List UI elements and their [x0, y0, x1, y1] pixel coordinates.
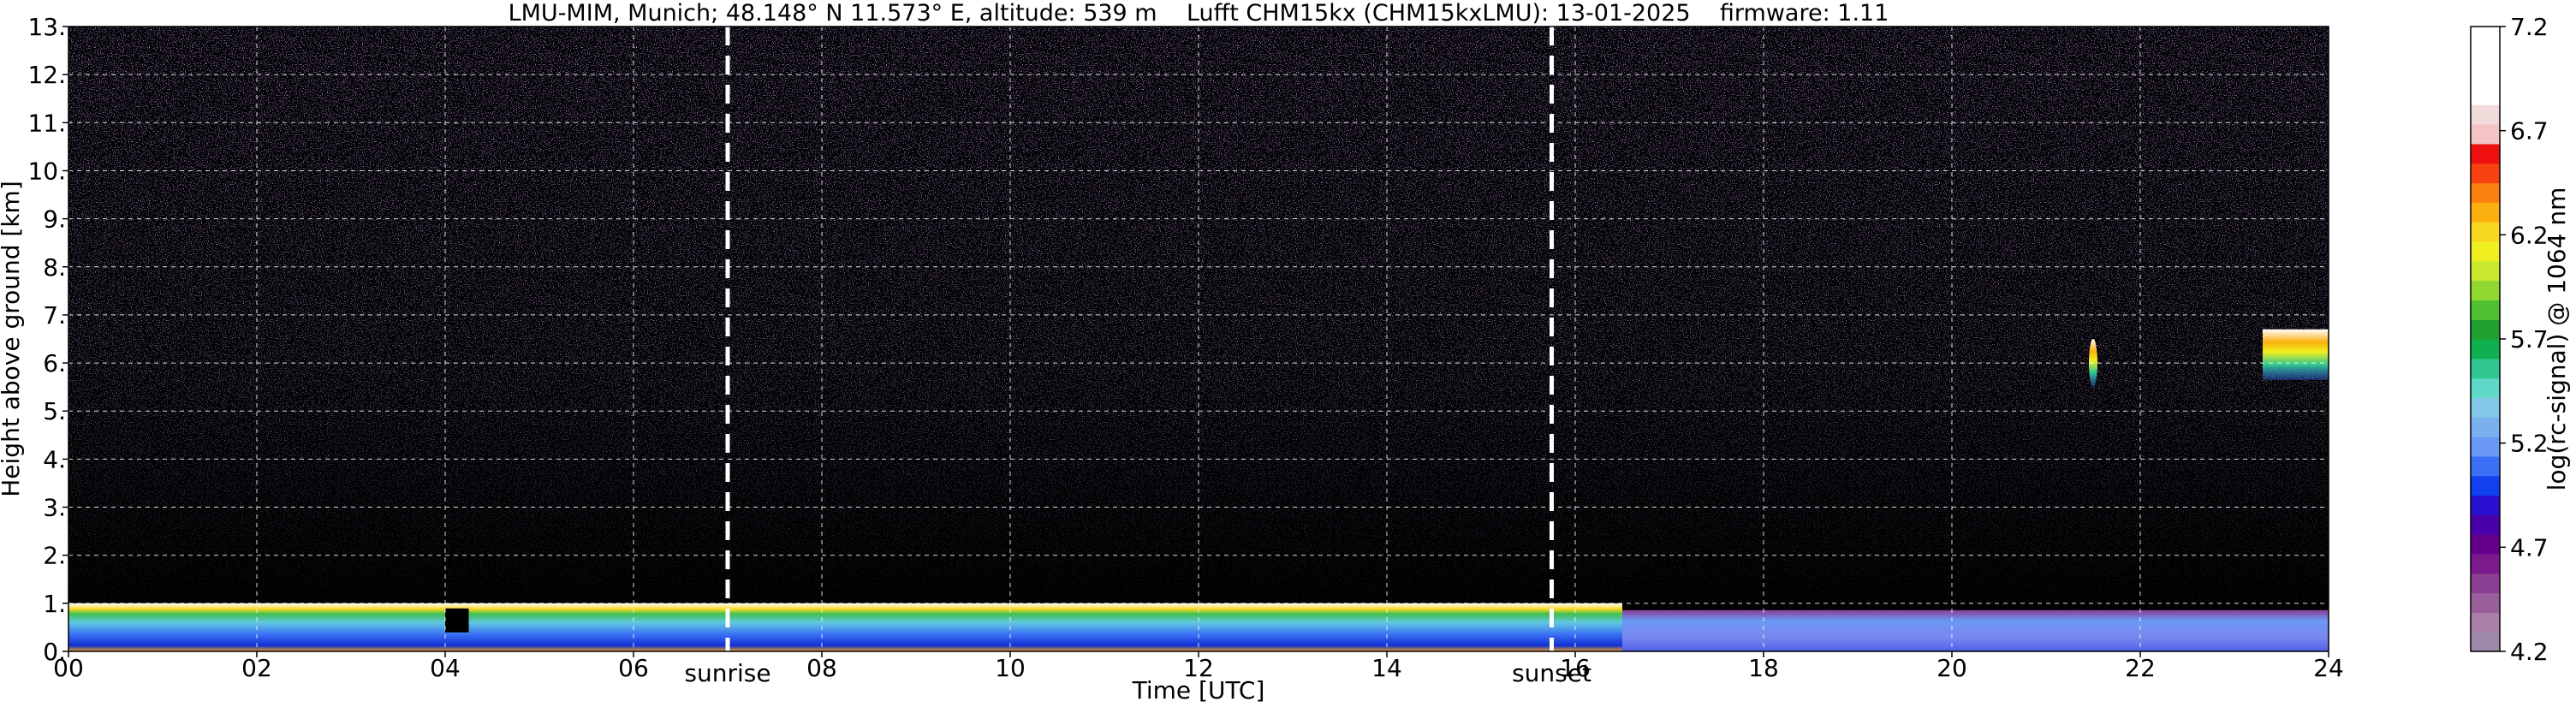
colorbar-segment	[2471, 592, 2500, 613]
colorbar-segment	[2471, 339, 2500, 359]
x-tick-label: 14	[1371, 654, 1402, 682]
y-axis-ticks: 0. 1. 2. 3. 4. 5. 6. 7. 8. 9. 10. 11. 12. 13.	[27, 13, 68, 666]
y-tick-label: 9.	[43, 205, 66, 234]
x-tick-label: 08	[806, 654, 837, 682]
y-axis-label: Height above ground [km]	[0, 181, 25, 497]
y-tick-label: 7.	[43, 301, 66, 330]
y-tick-label: 2.	[43, 542, 66, 570]
colorbar-tick-label: 5.7	[2510, 325, 2549, 354]
colorbar-segment	[2471, 143, 2500, 164]
colorbar-tick-label: 7.2	[2510, 13, 2549, 41]
y-tick-label: 1.	[43, 590, 66, 618]
boundary-layer-gap	[445, 608, 469, 633]
cloud-feature	[2089, 339, 2097, 388]
colorbar-label: log(rc-signal) @ 1064 nm	[2543, 187, 2571, 491]
colorbar-segment	[2471, 534, 2500, 555]
colorbar-segment	[2471, 612, 2500, 633]
colorbar-segment	[2471, 241, 2500, 262]
x-tick-label: 00	[53, 654, 84, 682]
y-tick-label: 5.	[43, 397, 66, 425]
colorbar-tick-label: 6.2	[2510, 221, 2549, 249]
colorbar-segment	[2471, 124, 2500, 145]
colorbar-segment	[2471, 182, 2500, 203]
sun-line-label: sunrise	[684, 659, 770, 687]
colorbar-segment	[2471, 300, 2500, 320]
chart-title: LMU-MIM, Munich; 48.148° N 11.573° E, al…	[509, 0, 1889, 27]
colorbar-segment	[2471, 260, 2500, 282]
x-tick-label: 18	[1748, 654, 1779, 682]
colorbar-segment	[2471, 163, 2500, 184]
colorbar-segment	[2471, 319, 2500, 340]
colorbar-segment	[2471, 202, 2500, 223]
y-tick-label: 13.	[27, 13, 66, 41]
colorbar-segment	[2471, 45, 2500, 67]
x-tick-label: 02	[241, 654, 272, 682]
colorbar-tick-label: 5.2	[2510, 430, 2549, 458]
colorbar-segment	[2471, 455, 2500, 477]
boundary-layer-strong	[68, 603, 1622, 651]
colorbar-segment	[2471, 573, 2500, 594]
backscatter-features	[68, 329, 2329, 651]
colorbar-segment	[2471, 85, 2500, 105]
x-tick-label: 22	[2125, 654, 2156, 682]
y-tick-label: 10.	[27, 157, 66, 185]
colorbar-segment	[2471, 377, 2500, 399]
colorbar-segment	[2471, 280, 2500, 300]
y-tick-label: 11.	[27, 109, 66, 137]
y-tick-label: 4.	[43, 445, 66, 473]
colorbar: 4.2 4.7 5.2 5.7 6.2 6.7 7.2	[2470, 13, 2549, 666]
x-tick-label: 10	[995, 654, 1026, 682]
x-tick-label: 20	[1936, 654, 1967, 682]
colorbar-segment	[2471, 475, 2500, 496]
colorbar-segment	[2471, 495, 2500, 515]
sun-line-label: sunset	[1512, 659, 1591, 687]
colorbar-segment	[2471, 397, 2500, 418]
x-tick-label: 24	[2313, 654, 2344, 682]
colorbar-segment	[2471, 437, 2500, 457]
y-tick-label: 0.	[43, 638, 66, 666]
colorbar-tick-label: 6.7	[2510, 117, 2549, 146]
boundary-layer-weak	[1622, 609, 2329, 651]
colorbar-segment	[2471, 553, 2500, 574]
plot-area: sunrise sunset	[68, 26, 2329, 687]
x-tick-label: 16	[1560, 654, 1591, 682]
y-tick-label: 12.	[27, 61, 66, 89]
y-tick-label: 8.	[43, 253, 66, 282]
colorbar-segment	[2471, 358, 2500, 379]
colorbar-segment	[2471, 514, 2500, 535]
x-tick-label: 04	[430, 654, 461, 682]
cloud-feature	[2263, 329, 2329, 380]
colorbar-segment	[2471, 27, 2500, 47]
x-tick-label: 06	[618, 654, 649, 682]
y-tick-label: 3.	[43, 494, 66, 522]
y-tick-label: 6.	[43, 349, 66, 377]
colorbar-tick-label: 4.7	[2510, 533, 2549, 561]
colorbar-segment	[2471, 417, 2500, 437]
colorbar-tick-label: 4.2	[2510, 638, 2549, 666]
colorbar-segment	[2471, 222, 2500, 242]
sun-lines: sunrise sunset	[684, 27, 1591, 687]
colorbar-segment	[2471, 104, 2500, 125]
colorbar-segment	[2471, 65, 2500, 86]
x-axis-ticks: 00 02 04 06 08 10 12 14 16 18 20 22 24	[53, 651, 2344, 682]
x-axis-label: Time [UTC]	[1132, 676, 1265, 704]
x-tick-label: 12	[1183, 654, 1214, 682]
colorbar-segment	[2471, 632, 2500, 652]
